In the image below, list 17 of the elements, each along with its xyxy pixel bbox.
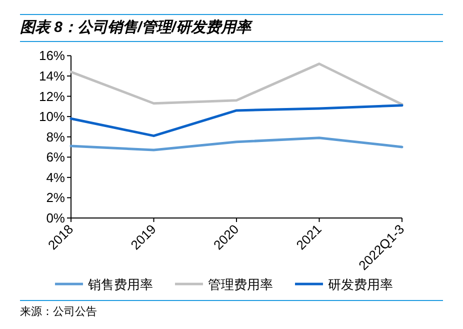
line-series xyxy=(70,62,404,106)
y-tick-label: 4% xyxy=(46,170,66,185)
y-tick-label: 16% xyxy=(38,48,66,64)
legend-label: 研发费用率 xyxy=(328,277,393,292)
y-tick-label: 0% xyxy=(46,210,66,226)
y-tick-label: 2% xyxy=(46,190,66,206)
y-tick-label: 8% xyxy=(46,129,66,144)
line-series xyxy=(70,104,404,138)
y-tick-label: 6% xyxy=(46,150,66,165)
y-tick-label: 14% xyxy=(38,68,66,84)
legend-label: 销售费用率 xyxy=(87,277,153,292)
y-tick-label: 10% xyxy=(38,109,66,124)
chart-title: 图表 8：公司销售/管理/研发费用率 xyxy=(20,14,443,42)
legend-label: 管理费用率 xyxy=(208,277,273,292)
source-note: 来源：公司公告 xyxy=(20,300,443,319)
line-series xyxy=(70,136,404,152)
y-tick-label: 12% xyxy=(38,88,66,104)
